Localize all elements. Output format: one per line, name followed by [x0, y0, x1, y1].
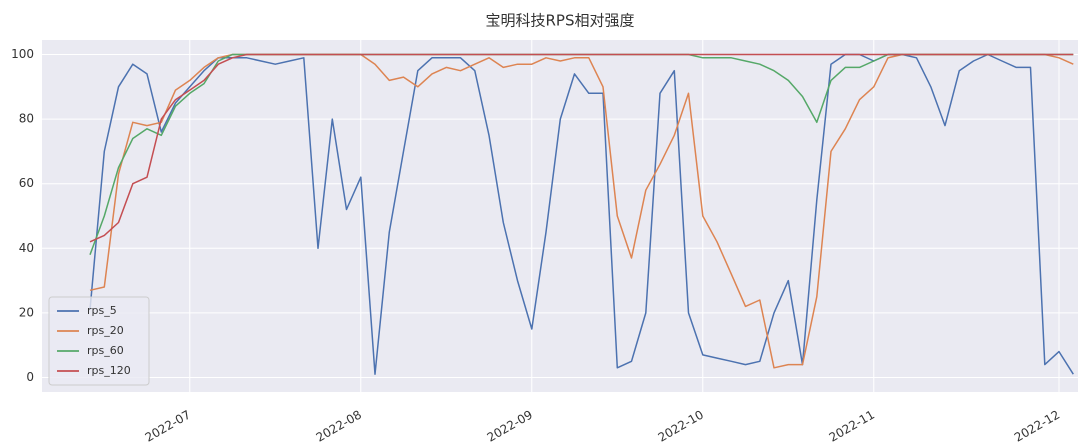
legend: rps_5 rps_20 rps_60 rps_120 — [48, 296, 150, 386]
y-tick-label: 80 — [19, 112, 34, 126]
series-line — [89, 53, 1074, 375]
y-tick-label: 0 — [26, 370, 34, 384]
x-tick-label: 2022-09 — [485, 408, 535, 444]
y-tick-label: 100 — [11, 47, 34, 61]
y-tick-label: 20 — [19, 305, 34, 319]
chart-title: 宝明科技RPS相对强度 — [486, 12, 635, 30]
legend-label: rps_120 — [87, 364, 131, 377]
x-tick-label: 2022-10 — [656, 408, 706, 444]
x-tick-label: 2022-12 — [1012, 408, 1062, 444]
x-tick-label: 2022-08 — [314, 408, 364, 444]
series-line — [89, 53, 1074, 243]
legend-label: rps_5 — [87, 304, 117, 317]
legend-label: rps_60 — [87, 344, 124, 357]
plot-area — [42, 40, 1078, 392]
y-tick-label: 60 — [19, 176, 34, 190]
x-tick-label: 2022-11 — [827, 408, 877, 444]
y-tick-label: 40 — [19, 241, 34, 255]
legend-box — [48, 296, 150, 386]
x-tick-label: 2022-07 — [143, 408, 193, 444]
legend-label: rps_20 — [87, 324, 124, 337]
